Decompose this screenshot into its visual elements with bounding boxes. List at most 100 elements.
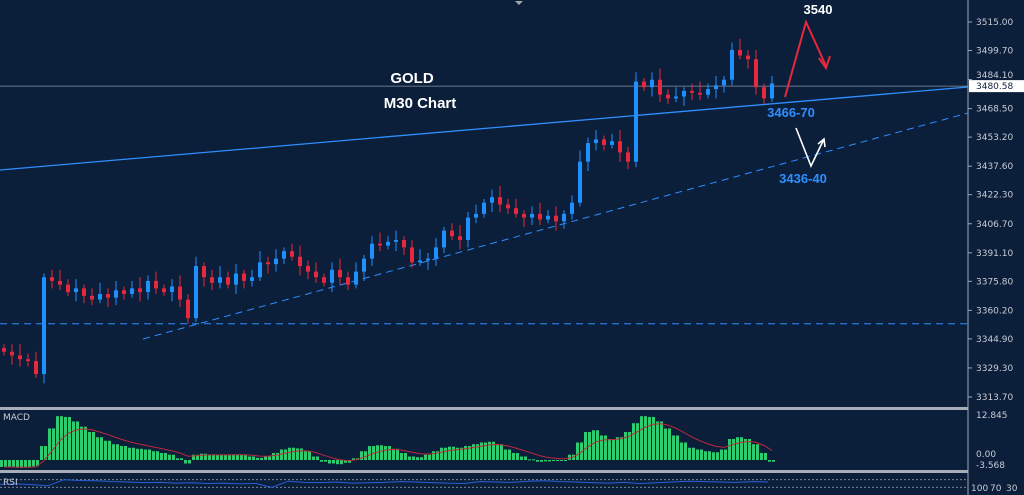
candle-body — [618, 141, 622, 153]
candle-body — [410, 247, 414, 263]
macd-histogram-bar — [640, 416, 643, 460]
macd-histogram-bar — [772, 460, 775, 462]
price-tick-label: 3406.70 — [976, 220, 1013, 230]
candle-body — [226, 277, 230, 285]
macd-histogram-bar — [712, 452, 715, 460]
macd-histogram-bar — [108, 440, 111, 460]
candle-body — [738, 49, 742, 56]
rsi-tick-label: 100 — [971, 484, 988, 494]
macd-histogram-bar — [292, 447, 295, 460]
macd-histogram-bar — [724, 449, 727, 460]
macd-histogram-bar — [84, 426, 87, 460]
macd-histogram-bar — [288, 447, 291, 460]
candle-body — [202, 266, 206, 278]
macd-histogram-bar — [140, 448, 143, 460]
macd-histogram-bar — [316, 456, 319, 460]
macd-histogram-bar — [404, 452, 407, 460]
macd-histogram-bar — [512, 452, 515, 460]
macd-histogram-bar — [500, 444, 503, 460]
macd-histogram-bar — [220, 454, 223, 460]
macd-histogram-bar — [620, 437, 623, 460]
candle-body — [746, 55, 750, 60]
macd-histogram-bar — [88, 431, 91, 460]
macd-histogram-bar — [304, 451, 307, 460]
rising-trendline — [0, 86, 969, 171]
macd-histogram-bar — [152, 451, 155, 460]
macd-histogram-bar — [560, 460, 563, 461]
price-tick-label: 3499.70 — [976, 47, 1013, 57]
macd-histogram-bar — [576, 442, 579, 460]
candle-body — [610, 141, 614, 145]
macd-histogram-bar — [160, 452, 163, 460]
macd-tick-label: 12.845 — [976, 411, 1008, 421]
price-tick-label: 3437.60 — [976, 162, 1013, 172]
macd-histogram-bar — [224, 455, 227, 460]
macd-histogram-bar — [32, 460, 35, 467]
macd-histogram-bar — [364, 451, 367, 460]
macd-histogram-bar — [144, 449, 147, 460]
macd-histogram-bar — [608, 438, 611, 460]
macd-histogram-bar — [536, 460, 539, 462]
chart-subtitle: M30 Chart — [384, 95, 457, 112]
macd-histogram-bar — [348, 460, 351, 463]
macd-histogram-bar — [164, 452, 167, 460]
panel-borders — [0, 0, 969, 495]
macd-histogram-bar — [720, 449, 723, 460]
macd-histogram-bar — [48, 428, 51, 460]
macd-histogram-bar — [368, 445, 371, 460]
macd-histogram-bar — [100, 437, 103, 460]
macd-histogram-bar — [476, 444, 479, 460]
candle-body — [594, 139, 598, 144]
macd-histogram-bar — [16, 460, 19, 468]
macd-histogram-bar — [180, 458, 183, 460]
rsi-panel-divider — [0, 470, 968, 473]
macd-histogram-bar — [568, 454, 571, 460]
macd-histogram-bar — [624, 431, 627, 460]
macd-histogram-bar — [652, 416, 655, 460]
macd-tick-label: 0.00 — [976, 450, 996, 460]
price-tick-label: 3313.70 — [976, 393, 1013, 403]
macd-histogram-bar — [0, 460, 3, 468]
candle-body — [626, 152, 630, 162]
macd-histogram-bar — [464, 445, 467, 460]
candle-body — [714, 85, 718, 90]
macd-histogram-bar — [592, 430, 595, 460]
candle-body — [74, 288, 78, 293]
macd-histogram-bar — [184, 460, 187, 464]
macd-histogram-bar — [416, 457, 419, 460]
macd-histogram-bar — [680, 442, 683, 460]
macd-histogram-bar — [532, 459, 535, 461]
macd-histogram-bar — [380, 445, 383, 460]
macd-histogram-bar — [20, 460, 23, 468]
macd-histogram-bar — [124, 445, 127, 460]
candle-body — [650, 79, 654, 88]
macd-histogram-bar — [456, 447, 459, 460]
candle-body — [482, 202, 486, 214]
macd-histogram-bar — [280, 449, 283, 460]
macd-histogram-bar — [596, 430, 599, 460]
macd-histogram-bar — [148, 449, 151, 460]
macd-indicator-label: MACD — [3, 413, 30, 423]
macd-histogram-bar — [244, 454, 247, 460]
macd-histogram-bar — [564, 460, 567, 461]
candle-body — [274, 258, 278, 265]
macd-histogram-bar — [672, 435, 675, 460]
macd-histogram-bar — [232, 454, 235, 460]
macd-histogram-bar — [436, 451, 439, 460]
annotation-support: 3466-70 — [767, 105, 815, 120]
macd-histogram-bar — [236, 454, 239, 460]
macd-histogram-bar — [768, 460, 771, 462]
macd-histogram-bar — [736, 437, 739, 460]
candle-body — [58, 280, 62, 285]
macd-histogram-bar — [8, 460, 11, 468]
macd-histogram-bar — [504, 449, 507, 460]
candle-body — [530, 213, 534, 218]
price-tick-label: 3375.80 — [976, 277, 1013, 287]
candle-body — [50, 277, 54, 281]
price-tick-label: 3391.10 — [976, 249, 1013, 259]
candle-body — [546, 215, 550, 220]
bullish-path-arrow — [784, 19, 827, 98]
macd-histogram-bar — [528, 459, 531, 461]
macd-histogram-bar — [284, 449, 287, 460]
macd-histogram-bar — [716, 452, 719, 460]
